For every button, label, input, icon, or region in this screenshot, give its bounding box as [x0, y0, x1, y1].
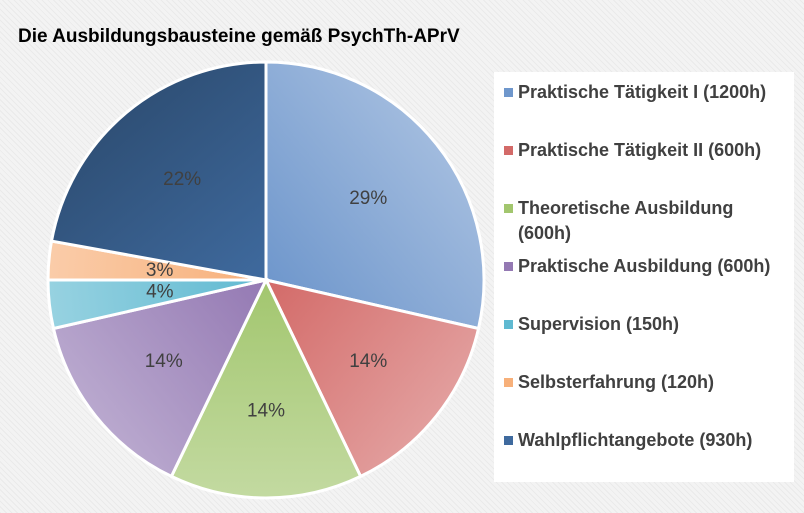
slice-percent-label: 14% [247, 400, 285, 421]
pie-slice [264, 60, 486, 331]
legend-swatch [504, 262, 513, 271]
legend-swatch [504, 204, 513, 213]
legend-label: Theoretische Ausbildung (600h) [518, 198, 734, 243]
chart-title: Die Ausbildungsbausteine gemäß PsychTh-A… [18, 26, 460, 47]
legend-item: Praktische Ausbildung (600h) [504, 254, 790, 279]
slice-percent-label: 4% [146, 281, 174, 302]
legend-item: Supervision (150h) [504, 312, 790, 337]
legend-label: Praktische Tätigkeit II (600h) [518, 140, 762, 160]
slice-percent-label: 22% [163, 169, 201, 190]
legend-swatch [504, 320, 513, 329]
pie-slice [49, 60, 268, 282]
legend: Praktische Tätigkeit I (1200h) Praktische… [494, 72, 794, 482]
pie-slice [263, 277, 481, 479]
legend-item: Praktische Tätigkeit II (600h) [504, 138, 790, 163]
legend-label: Selbsterfahrung (120h) [518, 372, 715, 392]
legend-item: Selbsterfahrung (120h) [504, 370, 790, 395]
legend-label: Praktische Tätigkeit I (1200h) [518, 82, 767, 102]
legend-item: Praktische Tätigkeit I (1200h) [504, 80, 790, 105]
legend-label: Praktische Ausbildung (600h) [518, 256, 771, 276]
pie-labels: 29% 14% 14% 14% 4%3% 22% [145, 169, 388, 421]
slice-percent-label: 3% [146, 260, 174, 281]
slice-percent-label: 14% [349, 351, 387, 372]
legend-swatch [504, 436, 513, 445]
legend-item: Theoretische Ausbildung (600h) [504, 196, 790, 246]
legend-label: Supervision (150h) [518, 314, 680, 334]
legend-swatch [504, 146, 513, 155]
pie-slice [169, 276, 363, 500]
legend-label: Wahlpflichtangebote (930h) [518, 430, 753, 450]
legend-item: Wahlpflichtangebote (930h) [504, 428, 790, 453]
pie-slice [51, 277, 269, 479]
slice-percent-label: 29% [349, 188, 387, 209]
pie-slices [46, 60, 486, 500]
legend-swatch [504, 378, 513, 387]
slice-percent-label: 14% [145, 351, 183, 372]
legend-swatch [504, 88, 513, 97]
